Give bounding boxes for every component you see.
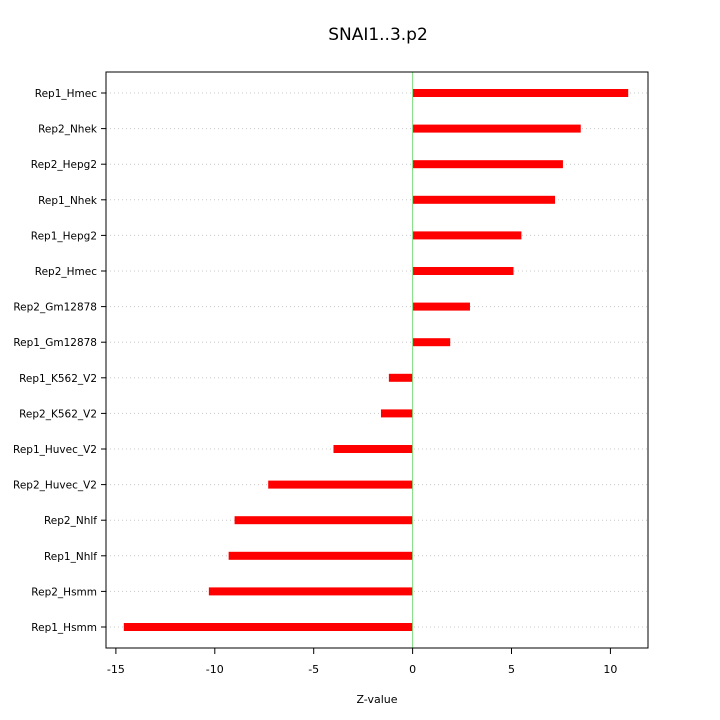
category-label: Rep1_K562_V2 — [19, 373, 97, 385]
bars — [123, 89, 629, 631]
plot-frame — [105, 71, 649, 649]
bar — [412, 195, 556, 204]
bar — [388, 373, 413, 382]
category-label: Rep2_Nhlf — [44, 515, 97, 527]
category-labels: Rep1_Hmec Rep2_Nhek Rep2_Hepg2 Rep1_Nhek Rep… — [13, 88, 106, 634]
bar — [412, 160, 563, 169]
x-axis-ticks: -15 -10 -5 0 5 10 — [107, 647, 617, 676]
category-label: Rep2_Hepg2 — [31, 159, 97, 171]
bar — [412, 124, 581, 133]
category-label: Rep1_Gm12878 — [13, 337, 97, 349]
bar — [412, 338, 451, 347]
category-label: Rep1_Nhlf — [44, 551, 97, 563]
x-tick-label: -15 — [107, 663, 125, 676]
bar — [228, 551, 413, 560]
bar — [412, 302, 470, 311]
category-label: Rep2_Gm12878 — [13, 302, 97, 314]
bar — [234, 516, 413, 525]
x-axis-label: Z-value — [356, 693, 397, 706]
bar — [380, 409, 413, 418]
category-label: Rep1_Huvec_V2 — [13, 444, 97, 456]
bar — [412, 89, 629, 97]
grid-lines — [106, 92, 648, 628]
category-label: Rep2_Hsmm — [31, 586, 97, 598]
bar — [123, 623, 413, 631]
category-label: Rep2_Nhek — [38, 124, 98, 136]
x-tick-label: 0 — [409, 663, 416, 676]
category-label: Rep1_Hepg2 — [31, 230, 97, 242]
bar — [333, 445, 413, 453]
category-label: Rep2_Hmec — [35, 266, 97, 278]
bar — [412, 231, 522, 240]
chart-title: SNAI1..3.p2 — [328, 25, 428, 45]
x-tick-label: -5 — [308, 663, 319, 676]
category-label: Rep1_Nhek — [38, 195, 98, 207]
category-label: Rep1_Hsmm — [31, 622, 97, 634]
x-tick-label: 5 — [508, 663, 515, 676]
x-tick-label: -10 — [206, 663, 224, 676]
bar — [208, 587, 413, 596]
category-label: Rep2_Huvec_V2 — [13, 480, 97, 492]
category-label: Rep2_K562_V2 — [19, 408, 97, 420]
bar — [412, 267, 514, 275]
x-tick-label: 10 — [603, 663, 617, 676]
category-label: Rep1_Hmec — [35, 88, 97, 100]
bar — [268, 480, 413, 489]
